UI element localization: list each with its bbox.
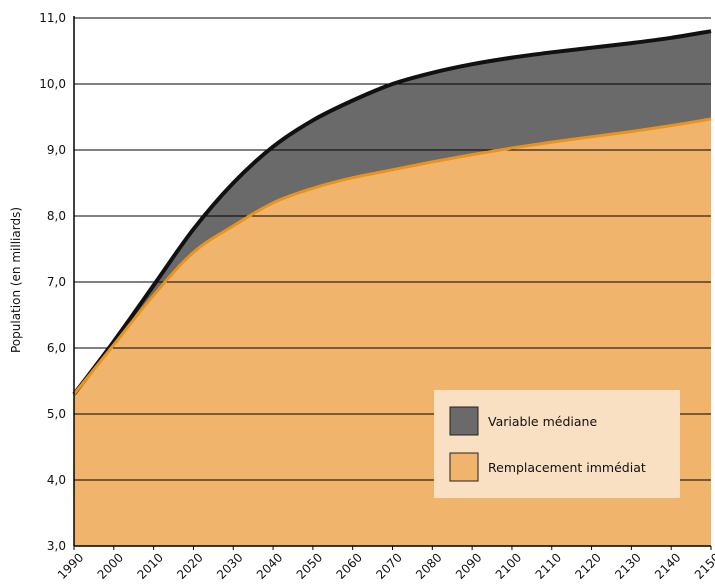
y-tick-labels: 3,0 4,0 5,0 6,0 7,0 8,0 9,0 10,0 11,0 [39,11,66,553]
y-tick-label: 6,0 [47,341,66,355]
x-tick-label: 2000 [95,550,126,581]
x-tick-label: 2050 [294,550,325,581]
line-remplacement-immediat [72,117,712,396]
x-tick-label: 2090 [453,550,484,581]
y-tick-label: 11,0 [39,11,66,25]
y-tick-label: 5,0 [47,407,66,421]
y-tick-label: 7,0 [47,275,66,289]
x-tick-label: 2030 [214,550,245,581]
legend-label-remplacement-immediat: Remplacement immédiat [488,460,646,475]
y-tick-label: 10,0 [39,77,66,91]
x-tick-label: 2080 [413,550,444,581]
x-tick-label: 2020 [174,550,205,581]
x-tick-label: 2120 [572,550,603,581]
legend-label-variable-mediane: Variable médiane [488,414,597,429]
x-tick-label: 2040 [254,550,285,581]
legend-box [434,390,680,498]
series-lines [72,29,712,396]
legend: Variable médiane Remplacement immédiat [434,390,680,498]
y-tick-label: 3,0 [47,539,66,553]
x-tick-label: 2150 [692,550,715,581]
legend-swatch-variable-mediane [449,406,479,436]
line-variable-mediane [72,29,712,396]
y-tick-label: 4,0 [47,473,66,487]
y-axis-label: Population (en milliards) [9,207,23,353]
y-tick-label: 9,0 [47,143,66,157]
y-tick-label: 8,0 [47,209,66,223]
x-tick-label: 2070 [373,550,404,581]
x-tick-label: 2060 [334,550,365,581]
x-tick-labels: 1990 2000 2010 2020 2030 2040 2050 2060 2070 2080… [55,550,715,581]
x-tick-label: 2130 [612,550,643,581]
x-tick-label: 1990 [55,550,86,581]
x-tick-label: 2110 [533,550,564,581]
legend-swatch-remplacement-immediat [449,452,479,482]
x-tick-label: 2140 [652,550,683,581]
x-tick-label: 2010 [134,550,165,581]
x-tick-label: 2100 [493,550,524,581]
axes [73,16,712,550]
